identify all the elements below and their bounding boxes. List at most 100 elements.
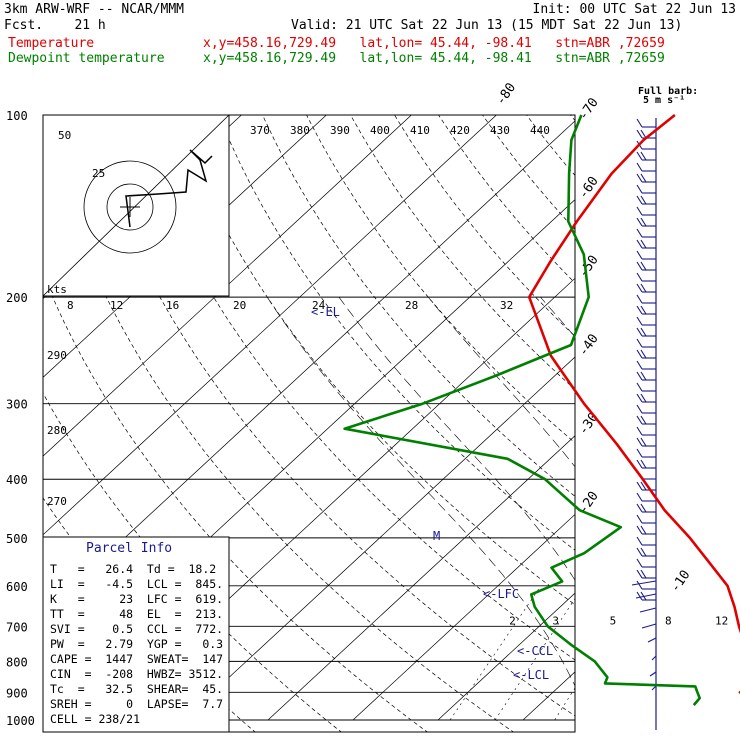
forecast-hour: Fcst. 21 h (4, 18, 106, 33)
isotherm-line (608, 115, 740, 720)
wind-barb-flag (640, 173, 647, 183)
parcel-info-row: CAPE = 1447 SWEAT= 147 (50, 652, 223, 666)
wind-barb-flag (640, 569, 647, 579)
wind-barb-flag (640, 305, 647, 315)
dry-adiabat-line (218, 115, 575, 551)
dry-adiabat-line (130, 115, 575, 661)
wind-barb-flag (636, 415, 643, 425)
lcl-marker: <-LCL (513, 668, 549, 682)
wind-barb-flag (640, 525, 647, 535)
wind-barb-flag (636, 514, 643, 524)
wind-barb-flag (640, 481, 647, 491)
pressure-tick-label: 300 (6, 398, 28, 412)
wind-barb-flag (636, 525, 643, 535)
isotherm-line (437, 592, 575, 721)
pressure-tick-label: 900 (6, 686, 28, 700)
wind-barb-flag (640, 437, 647, 447)
parcel-info-row: CELL = 238/21 (50, 712, 140, 726)
parcel-info-row: CIN = -208 HWBZ= 3512. (50, 667, 223, 681)
m-marker: M (433, 529, 440, 543)
parcel-info-row: SVI = 0.5 CCL = 772. (50, 622, 223, 636)
pressure-tick-label: 800 (6, 655, 28, 669)
hodograph-diagonal (42, 114, 230, 297)
temperature-tick-label: -10 (668, 568, 694, 596)
theta-label: 400 (370, 124, 390, 137)
wind-barb-flag (640, 151, 647, 161)
wind-barb-flag (636, 437, 643, 447)
dry-adiabat-line (306, 115, 575, 444)
wind-scale-title: Full barb: (638, 86, 698, 97)
dry-adiabat-line (86, 115, 575, 717)
wind-barb-flag (636, 338, 643, 348)
moist-adiabat-line (266, 296, 575, 687)
parcel-info-title: Parcel Info (86, 541, 172, 556)
wind-barb-flag (640, 459, 647, 469)
wind-barb-flag (636, 217, 643, 227)
wind-barb-flag (636, 503, 643, 513)
init-time: Init: 00 UTC Sat 22 Jun 13 (532, 2, 737, 17)
parcel-info-row: LI = -4.5 LCL = 845. (50, 577, 223, 591)
hodograph-ring-outer (83, 160, 177, 254)
pressure-tick-label: 100 (6, 109, 28, 123)
moist-adiabat-line (338, 296, 575, 581)
isotherm-line (182, 356, 575, 721)
parcel-info-row: Tc = 32.5 SHEAR= 45. (50, 682, 223, 696)
pressure-tick-label: 700 (6, 620, 28, 634)
wind-barb-flag (636, 272, 643, 282)
moist-adiabat-line (675, 297, 740, 733)
hodograph-ring-inner (106, 183, 154, 231)
hodograph-trace (125, 149, 213, 228)
wind-barb-flag (636, 239, 643, 249)
wind-barb-flag (640, 547, 647, 557)
isotherm-line (43, 115, 497, 536)
pressure-tick-label: 1000 (6, 714, 35, 728)
dewpoint-location: x,y=458.16,729.49 lat,lon= 45.44, -98.41… (203, 51, 665, 66)
wind-barb-flag (636, 228, 643, 238)
theta-label: 420 (450, 124, 470, 137)
wind-barb-flag (636, 448, 643, 458)
mixing-ratio-label: 12 (715, 614, 728, 627)
thetae-label: 24 (312, 299, 326, 312)
dry-adiabat-line (703, 115, 740, 733)
wind-barb (641, 623, 657, 629)
wind-barb-flag (636, 327, 643, 337)
wind-barb-flag (640, 129, 647, 139)
theta-label: 430 (490, 124, 510, 137)
wind-barb-flag (640, 371, 647, 381)
wind-barb-flag (636, 360, 643, 370)
mixing-ratio-label: 5 (610, 614, 617, 627)
mixing-ratio-line (494, 598, 575, 721)
parcel-info-panel: Parcel Info T = 26.4 Td = 18.2LI = -4.5 … (42, 536, 230, 733)
pressure-tick-label: 600 (6, 580, 28, 594)
wind-barb-flag (636, 580, 643, 590)
dewpoint-profile (343, 114, 702, 706)
temperature-location: x,y=458.16,729.49 lat,lon= 45.44, -98.41… (203, 36, 665, 51)
wind-barb (651, 685, 657, 691)
wind-barb-flag (636, 195, 643, 205)
wind-barb-flag (636, 162, 643, 172)
parcel-info-row: K = 23 LFC = 619. (50, 592, 223, 606)
temperature-legend: Temperature (8, 36, 95, 51)
wind-barb-flag (636, 349, 643, 359)
wind-barb-flag (640, 415, 647, 425)
hodograph: 50 25 kts (42, 114, 230, 297)
dry-adiabat-line (659, 115, 740, 733)
wind-barb-flag (636, 481, 643, 491)
temperature-tick-label: -40 (576, 331, 602, 359)
parcel-info-row: TT = 48 EL = 213. (50, 607, 223, 621)
parcel-info-row: T = 26.4 Td = 18.2 (50, 562, 216, 576)
dry-adiabat-line (350, 115, 575, 390)
wind-barb-flag (640, 195, 647, 205)
wind-barb-flag (636, 118, 643, 128)
hodograph-units-label: kts (47, 283, 67, 296)
mixing-ratio-label: 3 (552, 614, 559, 627)
wind-barb (635, 593, 657, 599)
wind-barb-flag (636, 569, 643, 579)
wind-barb-flag (636, 492, 643, 502)
wind-barb-flag (640, 217, 647, 227)
dewpoint-legend: Dewpoint temperature (8, 51, 165, 66)
thetae-label: 32 (500, 299, 513, 312)
wind-barb-flag (636, 305, 643, 315)
theta-label: 370 (250, 124, 270, 137)
wind-barb (647, 637, 657, 643)
